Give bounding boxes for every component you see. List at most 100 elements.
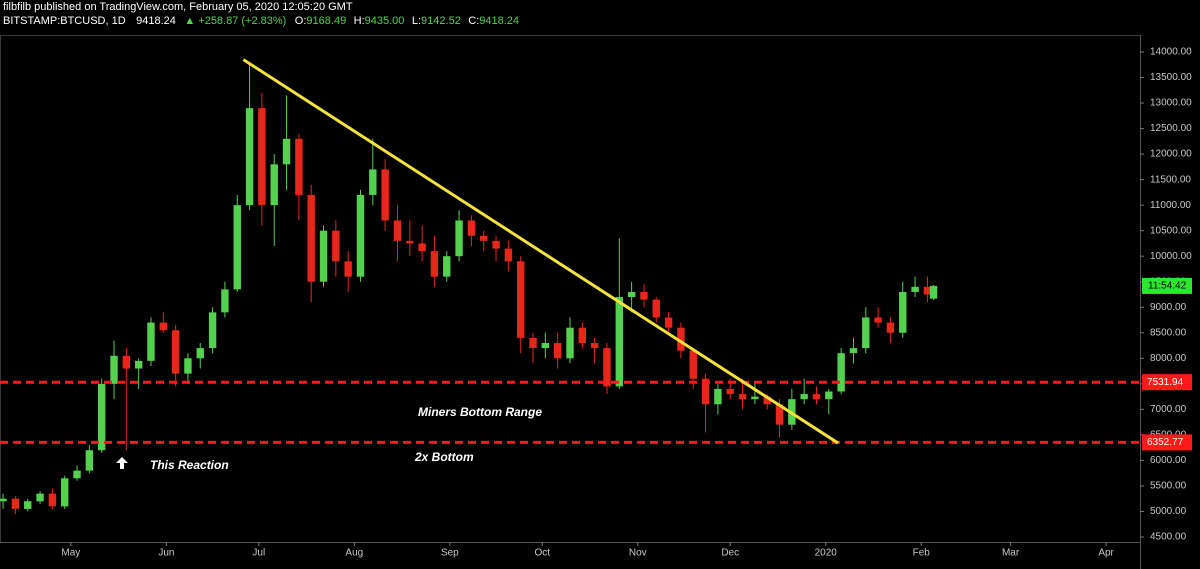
annotation: 2x Bottom <box>414 450 474 464</box>
candle-body <box>689 350 697 379</box>
candle-body <box>11 498 20 509</box>
y-tick-label: 14000.00 <box>1150 47 1192 58</box>
candle-body <box>332 230 340 262</box>
y-tick-label: 10000.00 <box>1150 251 1192 262</box>
price-line-tag <box>1142 434 1192 451</box>
candle-body <box>73 470 81 479</box>
arrow-up <box>116 457 128 469</box>
y-tick-label: 11500.00 <box>1150 174 1191 185</box>
candle-body <box>319 230 328 282</box>
candle-body <box>208 312 217 349</box>
low-value: 9142.52 <box>421 15 461 27</box>
x-tick-label: Sep <box>441 548 459 559</box>
close-label: C: <box>468 15 479 27</box>
candle-body <box>886 322 895 333</box>
candle-body <box>406 240 414 244</box>
price-tag <box>1142 277 1192 294</box>
candle-body <box>899 291 907 333</box>
candle-body <box>929 285 938 299</box>
y-tick-label: 13500.00 <box>1150 72 1192 83</box>
candle-body <box>603 348 611 387</box>
candle-body <box>295 138 303 195</box>
candle-body <box>812 394 821 400</box>
candle-body <box>0 498 7 502</box>
candle-body <box>862 317 870 349</box>
candle-body <box>652 299 660 318</box>
candle-body <box>677 327 685 351</box>
candle-body <box>159 322 167 331</box>
candle-body <box>110 355 118 384</box>
candle-body <box>270 164 278 206</box>
x-tick-label: Nov <box>629 548 647 559</box>
annotation: This Reaction <box>150 458 229 472</box>
publish-info: filbfilb published on TradingView.com, F… <box>3 1 353 13</box>
candle-body <box>738 394 747 400</box>
candle-body <box>726 388 734 395</box>
candle-body <box>393 220 402 241</box>
candle-body <box>61 478 69 507</box>
y-tick-label: 12500.00 <box>1150 123 1192 134</box>
plot <box>0 58 1140 515</box>
y-tick-label: 5500.00 <box>1150 481 1187 492</box>
y-tick-label: 8500.00 <box>1150 327 1187 338</box>
x-tick-label: Oct <box>534 548 550 559</box>
price-line-label: 7531.94 <box>1147 377 1184 388</box>
candle-body <box>307 194 315 282</box>
candle-body <box>184 358 192 374</box>
candle-body <box>455 220 463 257</box>
candle-body <box>430 251 439 277</box>
close-value: 9418.24 <box>479 15 519 27</box>
x-tick-label: Jun <box>158 548 174 559</box>
high-value: 9435.00 <box>365 15 405 27</box>
x-tick-label: Apr <box>1098 548 1114 559</box>
candle-body <box>492 240 500 249</box>
annotation: Miners Bottom Range <box>418 405 542 419</box>
change: ▲ +258.87 (+2.83%) <box>184 15 286 27</box>
y-tick-label: 5000.00 <box>1150 506 1187 517</box>
candle-body <box>664 317 673 328</box>
y-tick-label: 13000.00 <box>1150 98 1192 109</box>
candle-body <box>147 322 155 361</box>
candle-body <box>467 220 476 236</box>
candle-body <box>418 243 426 252</box>
x-tick-label: Aug <box>345 548 363 559</box>
low-label: L: <box>412 15 421 27</box>
candle-body <box>221 289 229 313</box>
candle-body <box>590 342 599 349</box>
candle-body <box>85 450 94 471</box>
candle-body <box>578 327 587 343</box>
candle-body <box>356 194 365 277</box>
candle-body <box>640 291 648 300</box>
y-tick-label: 4500.00 <box>1150 532 1187 543</box>
candle-body <box>517 261 525 338</box>
candle-body <box>923 286 932 295</box>
y-tick-label: 10500.00 <box>1150 225 1192 236</box>
candle-body <box>566 327 574 359</box>
x-tick-label: Feb <box>913 548 931 559</box>
candle-body <box>714 388 722 405</box>
symbol: BITSTAMP:BTCUSD, 1D <box>3 15 126 27</box>
candle-body <box>171 330 180 374</box>
candle-body <box>800 394 808 400</box>
high-label: H: <box>354 15 365 27</box>
candle-body <box>381 169 389 221</box>
candle-body <box>553 342 562 359</box>
price-line-tag <box>1142 374 1192 391</box>
x-tick-label: Mar <box>1002 548 1020 559</box>
open-label: O: <box>295 15 307 27</box>
candle-body <box>258 108 266 206</box>
candle-body <box>751 396 759 400</box>
trendline <box>242 58 839 445</box>
candle-body <box>615 297 623 387</box>
candle-body <box>122 355 131 369</box>
last-price: 9418.24 <box>136 15 176 27</box>
candle-body <box>97 383 106 451</box>
x-tick-label: Jul <box>252 548 265 559</box>
candle-body <box>529 337 537 349</box>
candle-body <box>233 205 241 290</box>
candle-body <box>134 360 143 369</box>
symbol-line: BITSTAMP:BTCUSD, 1D 9418.24 ▲ +258.87 (+… <box>3 12 519 29</box>
candle-body <box>36 493 44 502</box>
candle-body <box>369 169 377 195</box>
